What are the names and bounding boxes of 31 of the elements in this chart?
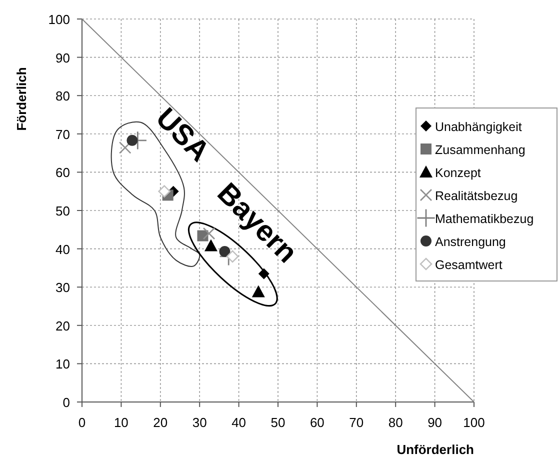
x-tick-label: 50 xyxy=(270,415,286,430)
y-axis-title: Förderlich xyxy=(14,67,29,131)
y-tick-label: 80 xyxy=(56,88,70,104)
x-axis-title: Unförderlich xyxy=(396,442,474,457)
y-tick-label: 20 xyxy=(56,318,70,334)
legend-label: Realitätsbezug xyxy=(435,189,518,203)
y-tick-label: 90 xyxy=(56,50,70,66)
legend-label: Gesamtwert xyxy=(435,258,503,272)
x-tick-label: 30 xyxy=(192,415,207,430)
legend-label: Zusammenhang xyxy=(435,143,526,157)
legend-label: Anstrengung xyxy=(435,235,506,249)
y-tick-label: 30 xyxy=(56,280,70,296)
x-tick-label: 100 xyxy=(463,415,485,430)
y-tick-label: 40 xyxy=(56,242,70,257)
y-tick-label: 70 xyxy=(56,126,70,142)
y-tick-label: 50 xyxy=(56,204,70,218)
y-tick-label: 100 xyxy=(48,12,70,27)
x-tick-label: 60 xyxy=(310,415,324,430)
x-tick-label: 80 xyxy=(388,415,403,430)
x-tick-label: 0 xyxy=(78,415,86,430)
legend-label: Konzept xyxy=(435,166,482,180)
x-tick-label: 10 xyxy=(114,415,128,430)
y-tick-label: 10 xyxy=(56,356,70,372)
legend-label: Unabhängigkeit xyxy=(435,120,522,134)
legend-label: Mathematikbezug xyxy=(435,212,534,226)
x-tick-label: 90 xyxy=(428,415,442,430)
x-tick-label: 70 xyxy=(349,415,364,430)
x-tick-label: 20 xyxy=(153,415,168,430)
x-tick-label: 40 xyxy=(232,415,246,430)
y-tick-label: 60 xyxy=(56,165,70,180)
y-tick-label: 0 xyxy=(62,395,70,410)
